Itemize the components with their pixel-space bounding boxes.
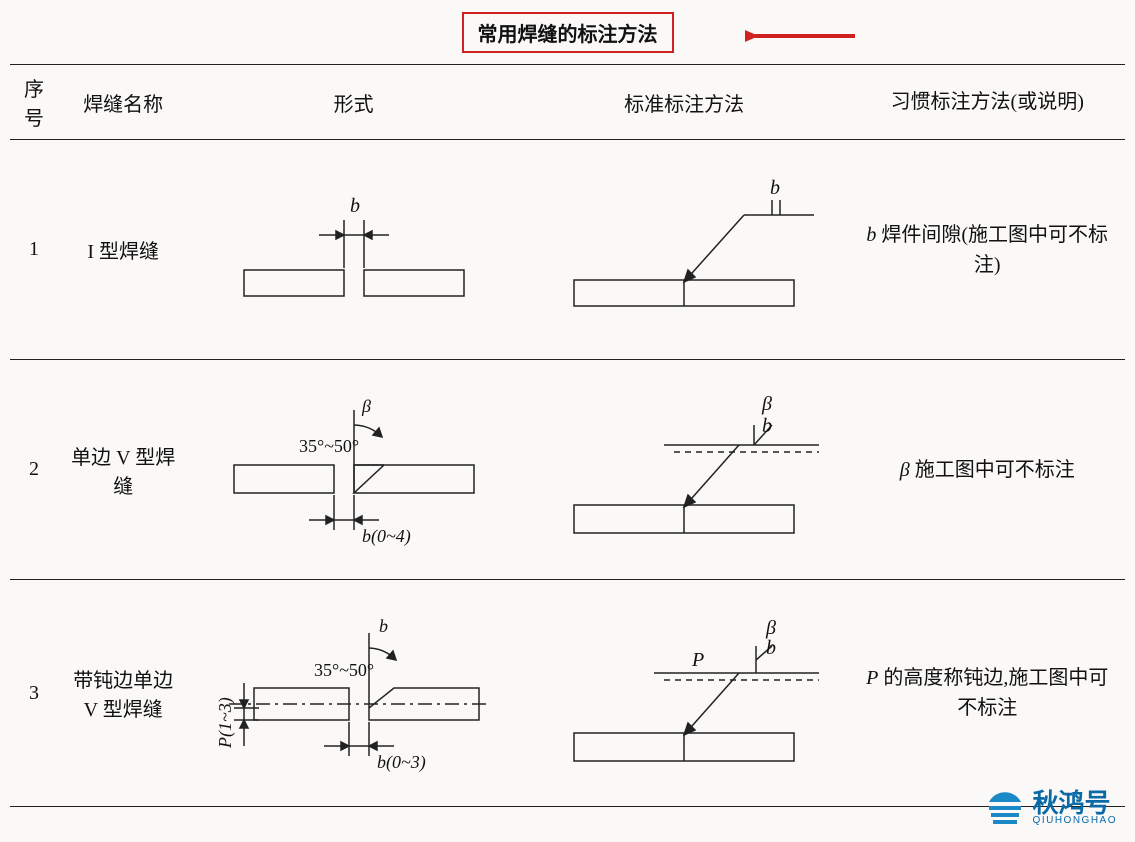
svg-text:β: β <box>361 396 371 416</box>
header-name: 焊缝名称 <box>58 65 188 140</box>
svg-text:b(0~4): b(0~4) <box>362 526 411 547</box>
table-header-row: 序号 焊缝名称 形式 标准标注方法 习惯标注方法(或说明) <box>10 65 1125 140</box>
cell-name: 单边 V 型焊缝 <box>58 360 188 580</box>
svg-text:b: b <box>766 637 776 659</box>
watermark-en: QIUHONGHAO <box>1033 816 1117 826</box>
row3-std-svg: β b P <box>534 588 834 798</box>
row2-form-svg: β 35°~50° b(0~4) <box>204 370 504 570</box>
svg-text:β: β <box>765 617 776 639</box>
row1-form-svg: b <box>204 160 504 340</box>
svg-text:b: b <box>770 177 780 199</box>
watermark-logo-icon <box>985 788 1025 828</box>
svg-text:β: β <box>761 393 772 415</box>
svg-text:35°~50°: 35°~50° <box>314 660 374 680</box>
cell-std-diagram: b <box>519 140 850 360</box>
page: { "title": "常用焊缝的标注方法", "headers": { "nu… <box>0 0 1135 842</box>
svg-text:P: P <box>691 649 704 671</box>
svg-text:b: b <box>350 195 360 217</box>
cell-std-diagram: β b <box>519 360 850 580</box>
cell-num: 1 <box>10 140 58 360</box>
table-row: 2 单边 V 型焊缝 β 35°~50° <box>10 360 1125 580</box>
cell-std-diagram: β b P <box>519 580 850 807</box>
svg-text:b: b <box>762 415 772 437</box>
cell-note: β 施工图中可不标注 <box>849 360 1125 580</box>
row2-std-svg: β b <box>534 370 834 570</box>
header-num: 序号 <box>10 65 58 140</box>
svg-text:P(1~3): P(1~3) <box>215 697 236 749</box>
cell-name: 带钝边单边 V 型焊缝 <box>58 580 188 807</box>
row1-std-svg: b <box>534 160 834 340</box>
header-form: 形式 <box>188 65 519 140</box>
svg-text:35°~50°: 35°~50° <box>299 436 359 456</box>
header-std: 标准标注方法 <box>519 65 850 140</box>
cell-name: I 型焊缝 <box>58 140 188 360</box>
cell-form-diagram: b 35°~50° b(0~3) P(1~3) <box>188 580 519 807</box>
cell-num: 3 <box>10 580 58 807</box>
cell-form-diagram: β 35°~50° b(0~4) <box>188 360 519 580</box>
header-note: 习惯标注方法(或说明) <box>849 65 1125 140</box>
table-row: 1 I 型焊缝 b <box>10 140 1125 360</box>
row3-form-svg: b 35°~50° b(0~3) P(1~3) <box>199 588 509 798</box>
cell-num: 2 <box>10 360 58 580</box>
table-row: 3 带钝边单边 V 型焊缝 b 35°~50° <box>10 580 1125 807</box>
cell-note: b 焊件间隙(施工图中可不标注) <box>849 140 1125 360</box>
svg-text:b: b <box>379 616 388 636</box>
svg-text:b(0~3): b(0~3) <box>377 752 426 773</box>
weld-table: 序号 焊缝名称 形式 标准标注方法 习惯标注方法(或说明) 1 I 型焊缝 <box>10 64 1125 807</box>
watermark-cn: 秋鸿号 <box>1033 790 1117 816</box>
title-text: 常用焊缝的标注方法 <box>478 24 658 46</box>
cell-form-diagram: b <box>188 140 519 360</box>
title-box: 常用焊缝的标注方法 <box>462 12 674 53</box>
watermark: 秋鸿号 QIUHONGHAO <box>985 788 1117 828</box>
title-arrow-icon <box>745 26 865 46</box>
cell-note: P 的高度称钝边,施工图中可不标注 <box>849 580 1125 807</box>
